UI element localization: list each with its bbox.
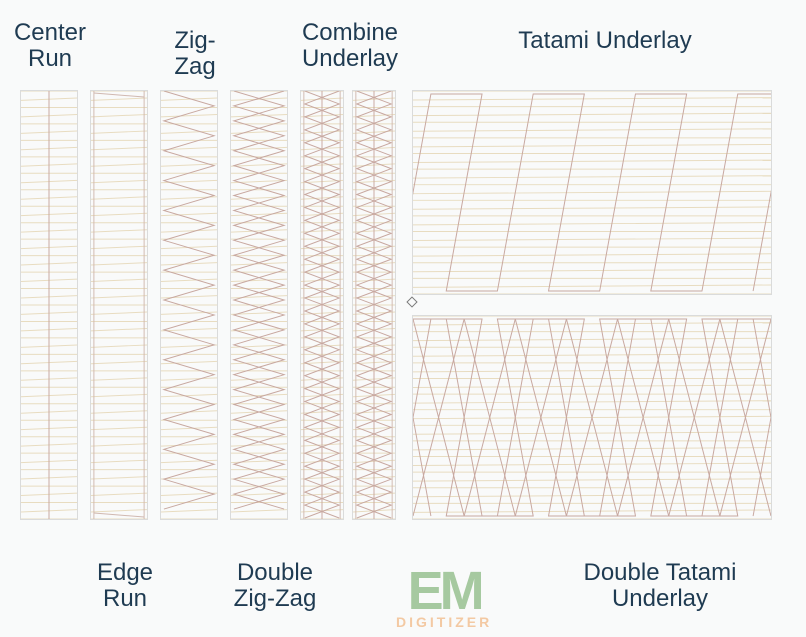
label-double-tatami-underlay: Double Tatami Underlay [560,560,760,613]
underlay-types-diagram: { "background_color": "#f9fafa", "label_… [0,0,806,637]
label-zig-zag: Zig-Zag [155,28,235,81]
watermark-dig-text: DIGITIZER [396,614,492,630]
panel-center-run [20,90,78,520]
watermark-em-text: EM [396,560,492,622]
panel-edge-run [90,90,148,520]
panel-zig-zag [160,90,218,520]
panel-double-tatami [412,315,772,520]
panel-combine-1 [300,90,344,520]
panel-tatami [412,90,772,295]
label-center-run: Center Run [10,20,90,73]
panel-combine-2 [352,90,396,520]
panel-double-zig-zag [230,90,288,520]
label-edge-run: Edge Run [85,560,165,613]
label-double-zig-zag: Double Zig-Zag [225,560,325,613]
origin-marker-icon [406,296,417,307]
label-tatami-underlay: Tatami Underlay [495,28,715,54]
em-digitizer-watermark: EM DIGITIZER [396,560,492,630]
label-combine-underlay: Combine Underlay [295,20,405,73]
